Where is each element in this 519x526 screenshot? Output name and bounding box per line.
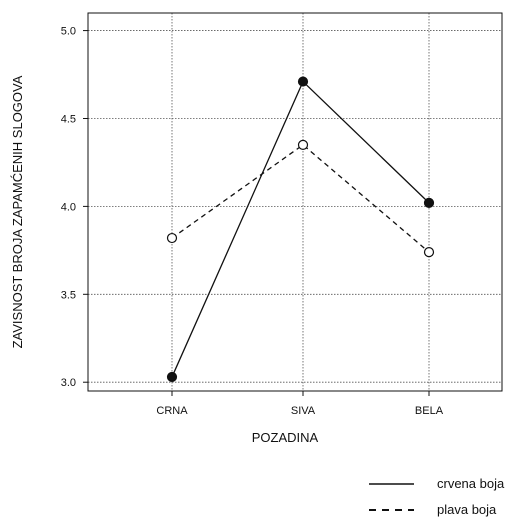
legend: crvena boja plava boja [369, 476, 505, 517]
x-tick-label: BELA [415, 405, 444, 417]
x-tick-label: CRNA [156, 405, 188, 417]
legend-label-crvena-boja: crvena boja [437, 476, 505, 491]
legend-label-plava-boja: plava boja [437, 502, 497, 517]
data-point-plava-boja-crna [166, 232, 178, 244]
data-point-crvena-boja-crna [166, 371, 178, 383]
grid [83, 13, 502, 396]
data-point-crvena-boja-siva [297, 76, 309, 87]
tick-labels: 3.0 3.5 4.0 4.5 5.0 CRNA SIVA BELA [61, 26, 444, 417]
series-group [166, 76, 435, 383]
data-point-crvena-boja-bela [423, 197, 435, 208]
y-tick-label: 5.0 [61, 26, 76, 38]
series-line-crvena-boja [171, 80, 430, 378]
series-line-plava-boja [171, 144, 430, 253]
y-axis-title: ZAVISNOST BROJA ZAPAMĆENIH SLOGOVA [10, 75, 25, 348]
y-tick-label: 3.5 [61, 289, 76, 301]
y-tick-label: 4.0 [61, 201, 76, 213]
plot-area-frame [87, 12, 503, 392]
data-point-plava-boja-siva [297, 139, 309, 150]
y-tick-label: 4.5 [61, 113, 76, 125]
data-point-plava-boja-bela [423, 247, 435, 258]
x-tick-label: SIVA [291, 405, 316, 417]
y-tick-label: 3.0 [61, 377, 76, 389]
x-axis-title: POZADINA [252, 430, 319, 445]
